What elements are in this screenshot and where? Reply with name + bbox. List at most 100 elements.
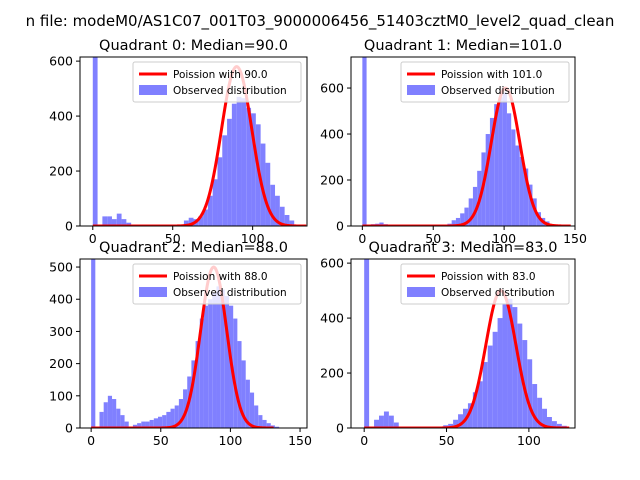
quadrant-1-hist-bar [464,207,469,226]
quadrant-2-hist-bar [195,341,200,428]
quadrant-0-hist-bar [231,103,237,226]
quadrant-1-hist-bar [362,57,367,226]
quadrant-0-title: Quadrant 0: Median=90.0 [99,38,288,54]
quadrant-1-hist-bar [506,113,512,226]
quadrant-0-hist-bar [289,220,295,226]
quadrant-1-hist-bar [460,213,465,226]
quadrant-0-y-tick-label: 600 [49,54,73,69]
quadrant-1-x-tick-label: 0 [358,231,366,246]
quadrant-2-hist-bar [124,421,129,428]
quadrant-3-hist-bar [393,422,399,428]
quadrant-3-plot-area [363,259,570,428]
quadrant-3-hist-bar [512,307,518,428]
quadrant-0-hist-bar [217,157,223,226]
quadrant-3-hist-bar [537,397,543,428]
quadrant-0-hist-bar [183,220,189,226]
quadrant-0-hist-bar [111,219,117,226]
quadrant-0-legend-label-poisson: Poission with 90.0 [173,69,268,81]
quadrant-3-hist-bar [448,423,454,428]
quadrant-2-hist-bar [241,360,246,428]
quadrant-2-hist-bar [258,415,263,428]
quadrant-3-legend-box [400,263,570,305]
quadrant-2-hist-bar [274,426,280,428]
quadrant-0-legend-box [132,61,302,103]
quadrant-0-hist-bar [222,135,228,226]
quadrant-2-hist-bar [249,392,255,428]
quadrant-2-hist-bar [245,379,250,428]
quadrant-3-hist-bar [551,421,557,428]
quadrant-1-legend-box [400,61,570,103]
quadrant-3-y-tick-label: 600 [320,256,344,271]
quadrant-2-hist-bar [237,341,242,428]
quadrant-3-y-tick-label: 0 [336,421,344,436]
quadrant-3-hist-bar [482,362,488,428]
quadrant-1-x-tick-label: 150 [563,231,587,246]
quadrant-1-y-tick-label: 200 [320,173,344,188]
quadrant-0-hist-bar [241,98,247,226]
quadrant-1-legend-bar-swatch [407,85,435,95]
quadrant-0-hist-bar [212,179,218,226]
quadrant-2-hist-bar [132,424,138,428]
quadrant-2-hist-bar [99,411,104,428]
quadrant-3-legend-label-poisson: Poission with 83.0 [441,271,536,283]
quadrant-2-hist-bar [183,389,188,428]
quadrant-3-hist-bar [497,318,503,428]
quadrant-0-hist-bar [92,57,98,226]
quadrant-3-hist-bar [502,304,508,428]
quadrant-0-plot-area [92,57,307,226]
quadrant-2-hist-bar [254,405,259,428]
quadrant-2-hist-bar [145,421,150,428]
quadrant-3-hist-bar [532,384,538,428]
quadrant-1-hist-bar [515,145,520,226]
quadrant-3-hist-bar [547,417,552,428]
quadrant-3-hist-bar [364,259,370,428]
quadrant-0-hist-bar [279,206,285,226]
quadrant-0-legend-bar-swatch [139,85,167,95]
quadrant-2-x-tick-label: 0 [87,433,95,448]
quadrant-3-hist-bar [492,331,498,428]
quadrant-1-hist-bar [455,217,461,226]
figure-suptitle: n file: modeM0/AS1C07_001T03_9000006456_… [26,12,615,31]
quadrant-3-x-tick-label: 50 [439,433,455,448]
quadrant-0-x-tick-label: 0 [89,231,97,246]
quadrant-2-hist-bar [137,423,142,428]
quadrant-2-y-tick-label: 200 [49,356,73,371]
quadrant-2-x-tick-label: 150 [288,433,312,448]
quadrant-2-hist-bar [162,415,167,428]
quadrant-1-hist-bar [523,168,529,226]
quadrant-0-hist-bar [107,216,112,226]
quadrant-1-hist-bar [472,186,478,226]
quadrant-2-hist-bar [220,289,225,428]
quadrant-0-hist-bar [121,219,127,226]
quadrant-2-hist-bar [203,305,209,428]
quadrant-2-hist-bar [153,418,158,428]
quadrant-2-hist-bar [199,318,204,428]
quadrant-3-hist-bar [527,359,533,428]
quadrant-2-hist-bar [103,402,108,428]
quadrant-1-title: Quadrant 1: Median=101.0 [364,38,562,54]
quadrant-3-y-tick-label: 400 [320,311,344,326]
quadrant-2-hist-bar [120,415,125,428]
quadrant-2-panel: 0 50 100 150 0 100 200 300 400 500 Quadrant 2: Med… [49,240,312,448]
quadrant-1-hist-bar [485,134,490,226]
quadrant-3-hist-bar [458,414,463,428]
quadrant-3-hist-bar [542,408,547,428]
quadrant-1-y-tick-label: 400 [320,127,344,142]
quadrant-3-y-tick-label: 200 [320,366,344,381]
quadrant-2-legend-box [132,263,302,305]
quadrant-3-poisson-curve [363,289,570,428]
quadrant-2-hist-bar [170,408,175,428]
quadrant-3-title: Quadrant 3: Median=83.0 [369,240,558,256]
quadrant-2-legend-label-poisson: Poission with 88.0 [173,271,268,283]
quadrant-3-hist-bar [507,298,513,428]
quadrant-2-hist-bar [116,408,121,428]
quadrant-1-hist-bar [494,104,499,226]
quadrant-0-hist-bar [284,215,290,226]
quadrant-0-hist-bar [270,184,276,226]
quadrant-1-panel: 0 50 100 150 0 200 400 600 Quadrant 1: Median=10… [320,38,587,246]
quadrant-1-x-tick-label: 100 [492,231,516,246]
quadrant-2-hist-bar [191,360,196,428]
quadrant-2-hist-bar [224,296,230,428]
quadrant-0-hist-bar [207,195,213,226]
